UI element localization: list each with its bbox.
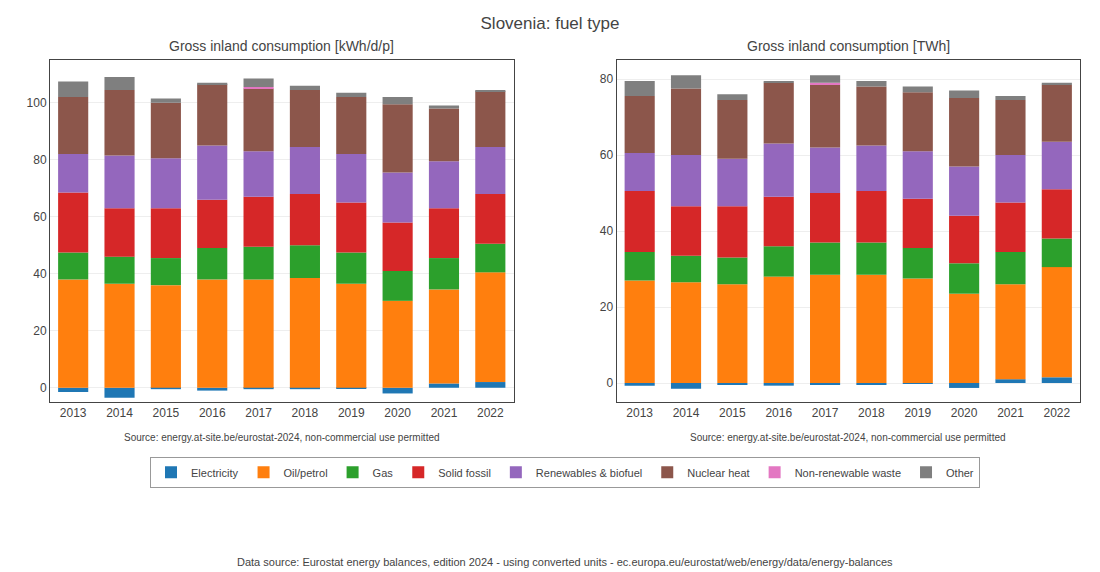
svg-text:Gas: Gas <box>373 467 394 479</box>
svg-text:2015: 2015 <box>153 406 180 420</box>
svg-text:2017: 2017 <box>812 406 839 420</box>
svg-text:Gross inland consumption [kWh/: Gross inland consumption [kWh/d/p] <box>169 38 394 54</box>
svg-text:Oil/petrol: Oil/petrol <box>284 467 328 479</box>
svg-text:Source: energy.at-site.be/euro: Source: energy.at-site.be/eurostat-2024,… <box>690 432 1006 443</box>
svg-text:20: 20 <box>33 324 47 338</box>
svg-text:0: 0 <box>606 376 613 390</box>
svg-text:2019: 2019 <box>904 406 931 420</box>
svg-text:Source: energy.at-site.be/euro: Source: energy.at-site.be/eurostat-2024,… <box>124 432 440 443</box>
svg-text:100: 100 <box>27 96 47 110</box>
svg-text:2014: 2014 <box>106 406 133 420</box>
svg-text:20: 20 <box>600 300 614 314</box>
svg-text:Nuclear heat: Nuclear heat <box>687 467 749 479</box>
svg-text:Renewables & biofuel: Renewables & biofuel <box>536 467 642 479</box>
svg-text:Solid fossil: Solid fossil <box>438 467 491 479</box>
svg-text:2014: 2014 <box>673 406 700 420</box>
svg-text:2017: 2017 <box>245 406 272 420</box>
svg-text:2020: 2020 <box>384 406 411 420</box>
svg-text:Non-renewable waste: Non-renewable waste <box>795 467 901 479</box>
svg-text:40: 40 <box>600 224 614 238</box>
svg-text:2016: 2016 <box>765 406 792 420</box>
svg-text:60: 60 <box>33 210 47 224</box>
svg-text:2020: 2020 <box>951 406 978 420</box>
svg-text:2016: 2016 <box>199 406 226 420</box>
svg-text:Electricity: Electricity <box>191 467 239 479</box>
svg-text:2018: 2018 <box>292 406 319 420</box>
svg-text:2021: 2021 <box>431 406 458 420</box>
svg-text:Data source: Eurostat energy b: Data source: Eurostat energy balances, e… <box>237 556 893 568</box>
svg-text:2022: 2022 <box>477 406 504 420</box>
svg-text:40: 40 <box>33 267 47 281</box>
svg-text:80: 80 <box>33 153 47 167</box>
svg-text:2019: 2019 <box>338 406 365 420</box>
svg-text:Gross inland consumption [TWh]: Gross inland consumption [TWh] <box>747 38 950 54</box>
svg-text:2013: 2013 <box>626 406 653 420</box>
svg-text:2022: 2022 <box>1043 406 1070 420</box>
svg-text:2013: 2013 <box>60 406 87 420</box>
svg-text:Other: Other <box>946 467 974 479</box>
svg-text:2015: 2015 <box>719 406 746 420</box>
svg-text:80: 80 <box>600 72 614 86</box>
svg-text:0: 0 <box>40 381 47 395</box>
svg-text:2021: 2021 <box>997 406 1024 420</box>
svg-text:2018: 2018 <box>858 406 885 420</box>
svg-text:Slovenia: fuel type: Slovenia: fuel type <box>481 14 620 33</box>
svg-text:60: 60 <box>600 148 614 162</box>
